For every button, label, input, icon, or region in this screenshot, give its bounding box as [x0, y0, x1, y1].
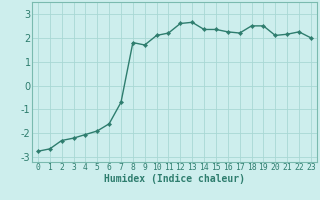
X-axis label: Humidex (Indice chaleur): Humidex (Indice chaleur) [104, 174, 245, 184]
